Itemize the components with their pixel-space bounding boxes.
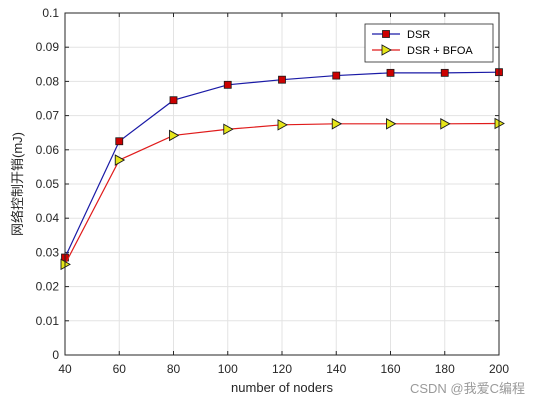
x-tick-label: 180 <box>435 362 455 376</box>
y-tick-label: 0.09 <box>36 40 60 54</box>
data-point <box>440 68 449 77</box>
y-tick-label: 0.04 <box>36 211 60 225</box>
data-point <box>114 154 126 166</box>
data-point <box>169 129 180 142</box>
data-point <box>440 118 451 130</box>
y-tick-label: 0.08 <box>36 74 60 88</box>
y-tick-label: 0.07 <box>36 109 60 123</box>
legend: DSR DSR + BFOA <box>364 23 494 63</box>
series-layer <box>60 68 505 271</box>
data-point <box>278 75 286 84</box>
x-tick-label: 100 <box>218 362 238 376</box>
legend-label: DSR + BFOA <box>407 45 473 57</box>
y-tick-label: 0.03 <box>36 245 60 259</box>
data-point <box>223 123 234 136</box>
data-point <box>386 68 395 77</box>
data-point <box>386 118 397 130</box>
x-tick-label: 60 <box>113 362 127 376</box>
x-tick-label: 200 <box>489 362 509 376</box>
x-tick-label: 120 <box>272 362 292 376</box>
x-tick-label: 160 <box>380 362 400 376</box>
y-tick-label: 0.05 <box>36 177 60 191</box>
legend-label: DSR <box>407 29 430 41</box>
legend-marker <box>381 44 392 56</box>
watermark: CSDN @我爱C编程 <box>410 381 525 396</box>
x-tick-label: 40 <box>58 362 72 376</box>
data-point <box>331 118 343 130</box>
data-point <box>277 119 288 131</box>
y-tick-label: 0.06 <box>36 143 60 157</box>
y-tick-label: 0.1 <box>42 6 59 20</box>
data-point <box>223 80 232 89</box>
data-point <box>332 71 341 80</box>
y-tick-labels: 0 0.01 0.02 0.03 0.04 0.05 0.06 0.07 0.08 0.09 0.1 <box>36 6 60 362</box>
y-tick-label: 0 <box>52 348 59 362</box>
data-point <box>115 137 124 146</box>
x-tick-labels: 40 60 80 100 120 140 160 180 200 <box>58 362 509 376</box>
legend-marker <box>382 30 390 38</box>
y-tick-label: 0.01 <box>36 314 60 328</box>
y-tick-label: 0.02 <box>36 280 60 294</box>
y-axis-label: 网络控制开销(mJ) <box>10 132 25 236</box>
x-axis-label: number of noders <box>231 380 333 395</box>
x-tick-label: 140 <box>326 362 346 376</box>
plot-frame <box>64 12 500 356</box>
x-tick-label: 80 <box>167 362 181 376</box>
data-point <box>169 96 178 105</box>
